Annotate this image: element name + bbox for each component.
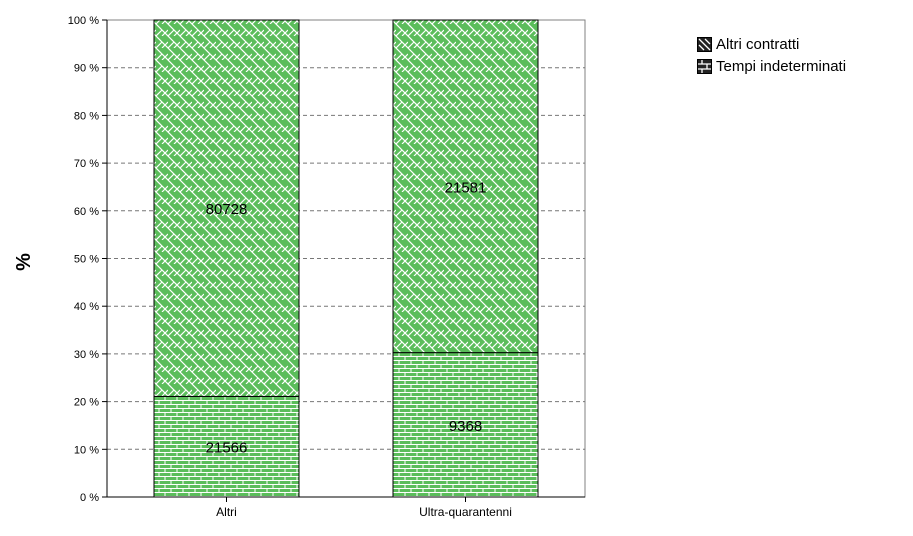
y-tick-label: 90 % — [74, 63, 99, 75]
bar-segment — [153, 395, 300, 498]
bar-segment — [392, 352, 539, 498]
y-tick-label: 0 % — [80, 492, 99, 504]
legend-item-altri-contratti: Altri contratti — [697, 33, 846, 55]
data-label: 80728 — [206, 201, 248, 218]
legend-swatch-brick-icon — [697, 58, 712, 74]
y-tick-label: 80 % — [74, 110, 99, 122]
bar-segment — [153, 19, 300, 397]
x-tick-label: Ultra-quarantenni — [419, 505, 512, 519]
legend-swatch-diagonal-icon — [697, 36, 712, 52]
y-tick-label: 50 % — [74, 254, 99, 266]
y-tick-label: 10 % — [74, 444, 99, 456]
y-tick-label: 100 % — [68, 15, 99, 27]
y-tick-label: 70 % — [74, 158, 99, 170]
data-label: 21566 — [206, 440, 248, 457]
data-label: 9368 — [449, 418, 482, 435]
legend-item-tempi-indeterminati: Tempi indeterminati — [697, 55, 846, 77]
y-tick-label: 60 % — [74, 206, 99, 218]
legend-label-altri-contratti: Altri contratti — [716, 35, 800, 53]
data-label: 21581 — [445, 179, 487, 196]
y-tick-label: 20 % — [74, 397, 99, 409]
y-tick-label: 30 % — [74, 349, 99, 361]
y-tick-label: 40 % — [74, 301, 99, 313]
y-axis-label: % — [13, 253, 35, 271]
bar-segment — [392, 19, 539, 354]
legend-label-tempi-indeterminati: Tempi indeterminati — [716, 57, 847, 75]
x-tick-label: Altri — [216, 505, 237, 519]
legend: Altri contratti Tempi indeterminati — [697, 33, 846, 77]
plot-area: 0 % 10 % 20 % 30 % 40 % 50 % 60 % 70 % 80 % 90 % 1… — [68, 15, 586, 519]
